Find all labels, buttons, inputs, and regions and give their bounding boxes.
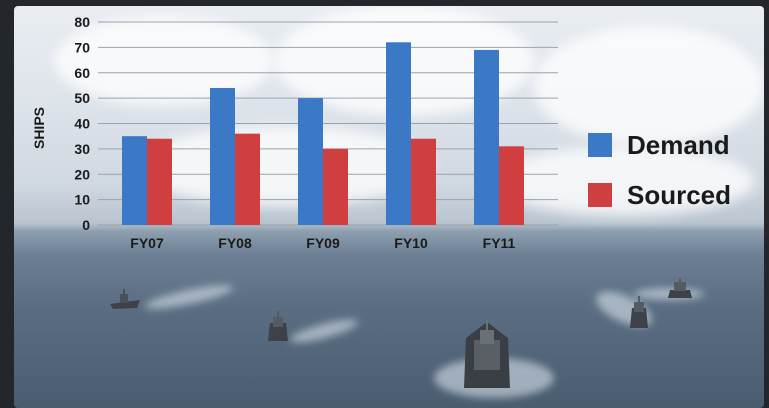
bar-demand-fy07 [122,136,147,225]
y-tick-label: 70 [74,39,90,55]
ship-icon [668,278,692,298]
bar-sourced-fy08 [235,133,260,225]
y-tick-label: 80 [74,14,90,30]
bar-sourced-fy09 [323,148,348,225]
y-axis-label: SHIPS [31,107,47,149]
ship-icon [110,289,140,309]
ship-icon [268,311,288,341]
legend-swatch-demand [588,133,612,157]
y-tick-label: 10 [74,192,90,208]
legend-swatch-sourced [588,183,612,207]
bars [122,42,524,225]
legend-label-sourced: Sourced [627,180,731,210]
legend: Demand Sourced [588,130,731,210]
bar-demand-fy11 [474,49,499,225]
y-tick-label: 0 [82,217,90,233]
y-tick-label: 30 [74,141,90,157]
y-axis-ticks: 0 10 20 30 40 50 60 70 80 [74,14,90,233]
ship-icon [464,320,510,388]
x-tick-label: FY11 [483,235,516,251]
y-tick-label: 40 [74,116,90,132]
bar-demand-fy08 [210,87,235,225]
bar-sourced-fy11 [499,146,524,225]
y-tick-label: 20 [74,166,90,182]
x-tick-label: FY07 [130,235,164,251]
bar-sourced-fy10 [411,138,436,225]
y-tick-label: 60 [74,65,90,81]
legend-label-demand: Demand [627,130,730,160]
bar-sourced-fy07 [147,138,172,225]
y-tick-label: 50 [74,90,90,106]
bar-demand-fy09 [298,98,323,225]
ship-icon [630,296,648,328]
x-tick-label: FY10 [394,235,428,251]
x-axis-ticks: FY07 FY08 FY09 FY10 FY11 [130,235,515,251]
x-tick-label: FY08 [218,235,252,251]
x-tick-label: FY09 [306,235,340,251]
bar-demand-fy10 [386,42,411,225]
